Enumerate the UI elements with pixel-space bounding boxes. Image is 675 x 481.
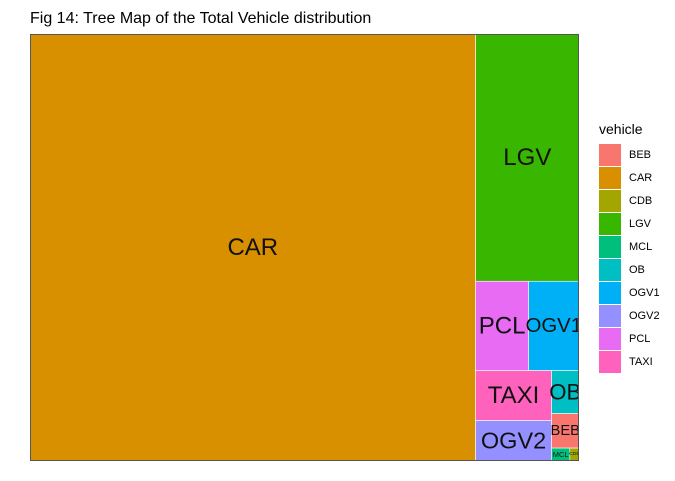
tile-label-cdb: CDB (569, 451, 579, 457)
tile-label-ogv1: OGV1 (526, 315, 579, 337)
legend-item-taxi: TAXI (599, 350, 660, 373)
legend-swatch-ob (599, 258, 621, 281)
legend-items: BEB CAR CDB LGV MCL OB OGV1 OGV2 PCL TAXI (599, 143, 660, 373)
tile-label-mcl: MCL (553, 450, 569, 459)
legend-item-mcl: MCL (599, 235, 660, 258)
legend-item-car: CAR (599, 166, 660, 189)
tile-beb (551, 413, 579, 449)
legend-swatch-cdb (599, 189, 621, 212)
tile-ogv1 (528, 280, 579, 371)
chart-title: Fig 14: Tree Map of the Total Vehicle di… (30, 10, 372, 27)
tile-car (30, 34, 476, 461)
legend-label-beb: BEB (629, 148, 652, 161)
legend-label-ob: OB (629, 263, 645, 276)
legend: vehicle BEB CAR CDB LGV MCL OB OGV1 OGV2 PCL TAXI (599, 121, 660, 373)
legend-swatch-ogv1 (599, 281, 621, 304)
tile-label-car: CAR (227, 234, 278, 261)
legend-item-pcl: PCL (599, 327, 660, 350)
plot-frame (30, 34, 579, 461)
tile-label-pcl: PCL (479, 312, 526, 339)
legend-swatch-car (599, 166, 621, 189)
tile-ob (551, 370, 579, 414)
tile-label-ob: OB (549, 380, 579, 405)
tile-label-ogv2: OGV2 (481, 428, 546, 454)
legend-item-beb: BEB (599, 143, 660, 166)
legend-swatch-pcl (599, 327, 621, 350)
legend-label-cdb: CDB (629, 194, 653, 207)
legend-item-lgv: LGV (599, 212, 660, 235)
legend-item-ob: OB (599, 258, 660, 281)
legend-label-mcl: MCL (629, 240, 653, 253)
tile-taxi (475, 370, 552, 421)
legend-swatch-ogv2 (599, 304, 621, 327)
legend-label-car: CAR (629, 171, 653, 184)
legend-swatch-beb (599, 143, 621, 166)
legend-item-ogv1: OGV1 (599, 281, 660, 304)
legend-swatch-lgv (599, 212, 621, 235)
legend-item-ogv2: OGV2 (599, 304, 660, 327)
legend-label-ogv1: OGV1 (629, 286, 660, 299)
legend-swatch-taxi (599, 350, 621, 373)
tile-lgv (475, 34, 579, 282)
legend-swatch-mcl (599, 235, 621, 258)
legend-label-ogv2: OGV2 (629, 309, 660, 322)
tile-label-lgv: LGV (503, 144, 551, 171)
legend-item-cdb: CDB (599, 189, 660, 212)
legend-label-pcl: PCL (629, 332, 651, 345)
tile-label-beb: BEB (550, 423, 579, 439)
legend-label-taxi: TAXI (629, 355, 653, 368)
legend-label-lgv: LGV (629, 217, 652, 230)
legend-title: vehicle (599, 121, 643, 137)
tile-label-taxi: TAXI (488, 382, 540, 409)
